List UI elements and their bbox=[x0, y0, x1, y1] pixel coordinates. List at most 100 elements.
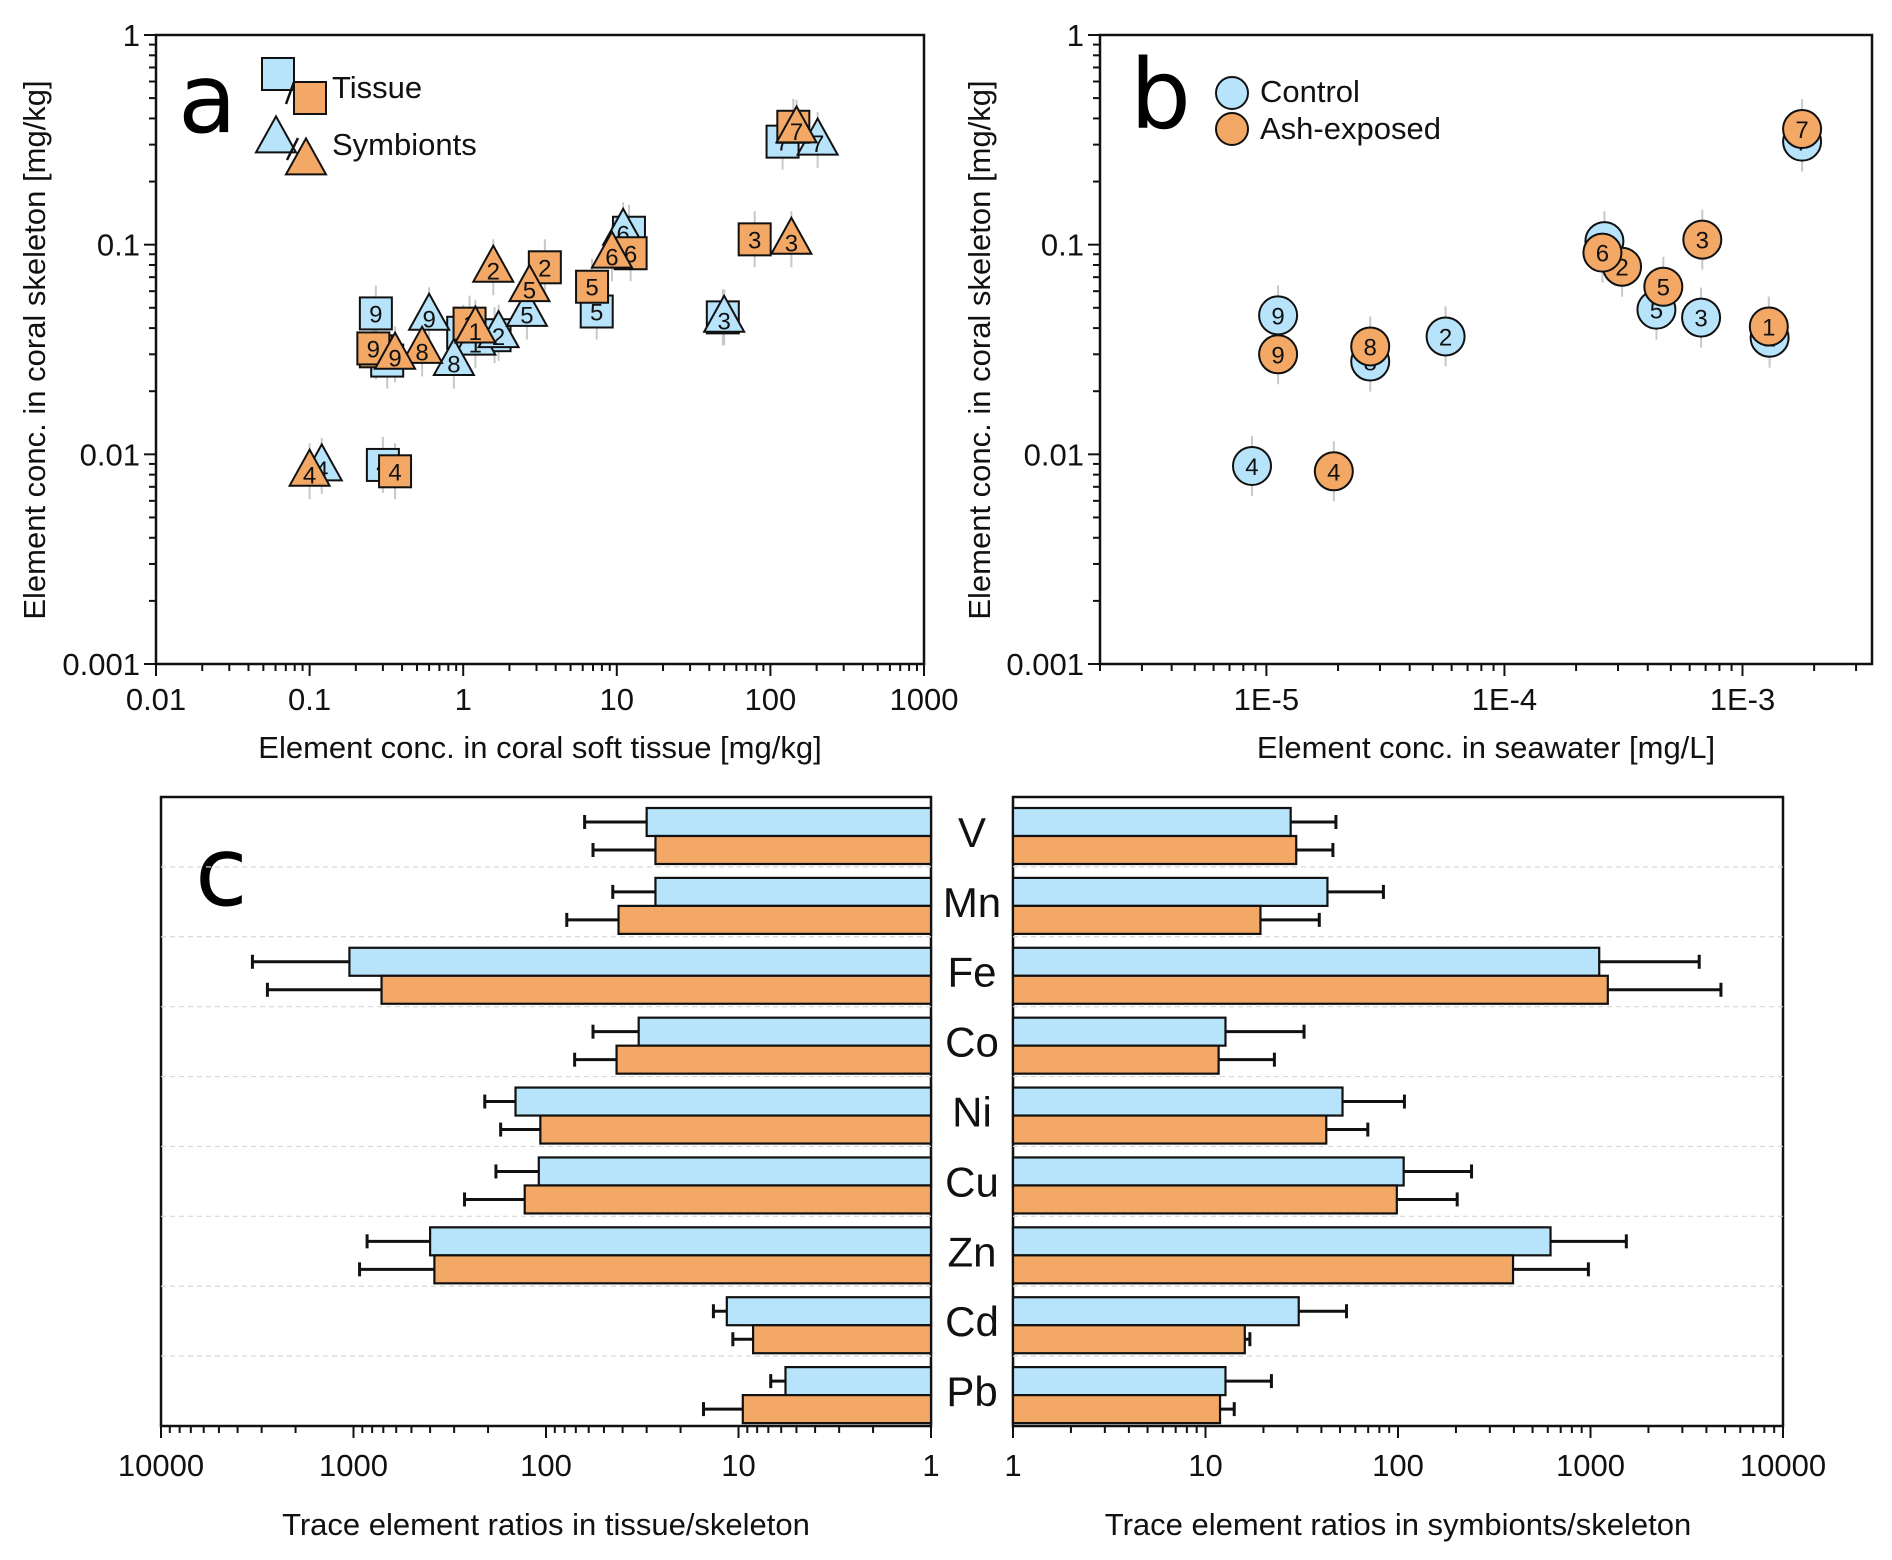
panel-c-right-bar-pb-control bbox=[1011, 1366, 1227, 1397]
panel-a-legend: Tissue Symbionts bbox=[254, 57, 477, 176]
legend-label-control: Control bbox=[1260, 74, 1360, 109]
panel-a-x-axis-title: Element conc. in coral soft tissue [mg/k… bbox=[258, 730, 821, 765]
legend-triangle-ash-icon bbox=[284, 136, 328, 176]
panel-c-right-bar-mn-control bbox=[1011, 876, 1329, 907]
panel-b-y-tick-label: 0.1 bbox=[1041, 228, 1084, 263]
legend-circle-ash-icon bbox=[1215, 112, 1249, 146]
panel-c-right-bar-fe-control bbox=[1011, 946, 1601, 977]
panel-c-left-bar-co-ash-exposed bbox=[615, 1044, 933, 1075]
panel-b-y-tick-label: 0.01 bbox=[1024, 437, 1084, 472]
panel-c-right-bar-mn-ash-exposed bbox=[1011, 904, 1262, 935]
panel-a-point-label: 6 bbox=[605, 244, 618, 271]
panel-c-right-bar-zn-ash-exposed bbox=[1011, 1254, 1515, 1285]
panel-a-point-ash-exposed-symbionts-5 bbox=[507, 263, 552, 303]
panel-b-point-label: 3 bbox=[1696, 228, 1709, 255]
panel-c-category-label: Mn bbox=[943, 879, 1001, 926]
panel-b-x-tick-label: 1E-4 bbox=[1472, 682, 1537, 717]
panel-b-point-label: 4 bbox=[1245, 454, 1258, 481]
panel-c-category-label: Cd bbox=[945, 1298, 999, 1345]
panel-c-left-bar-zn-control bbox=[429, 1226, 933, 1257]
panel-b-letter: b bbox=[1130, 39, 1191, 151]
panel-c-right-bar-v-ash-exposed bbox=[1011, 834, 1298, 866]
panel-a-point-label: 9 bbox=[388, 345, 401, 372]
panel-a-point-label: 7 bbox=[790, 119, 803, 146]
panel-a-point-label: 3 bbox=[717, 308, 730, 335]
panel-b-point-label: 6 bbox=[1596, 241, 1609, 268]
panel-c-left-bar-mn-control bbox=[654, 876, 933, 907]
panel-b-point-ash-exposed-1 bbox=[1748, 306, 1789, 347]
panel-c-left-bar-ni-control bbox=[514, 1086, 933, 1117]
panel-c-left-x-tick-label: 1000 bbox=[319, 1448, 388, 1483]
panel-b-y-tick-label: 0.001 bbox=[1006, 647, 1084, 682]
legend-slash-icon bbox=[285, 137, 300, 161]
panel-c-category-label: Pb bbox=[946, 1368, 997, 1415]
panel-a-point-label: 9 bbox=[422, 306, 435, 333]
panel-a-point-label: 5 bbox=[520, 302, 533, 329]
panel-a-y-tick-label: 0.1 bbox=[97, 228, 140, 263]
panel-b-point-label: 5 bbox=[1657, 275, 1670, 302]
panel-a-point-ash-exposed-symbionts-6 bbox=[590, 229, 634, 269]
panel-c-right-bar-co-ash-exposed bbox=[1011, 1044, 1220, 1075]
panel-a-x-tick-label: 0.01 bbox=[126, 682, 186, 717]
panel-a-point-label: 2 bbox=[487, 258, 500, 285]
panel-b-point-control-2 bbox=[1425, 316, 1466, 357]
panel-a-point-ash-exposed-symbionts-8 bbox=[400, 324, 444, 364]
panel-a-x-tick-label: 1000 bbox=[890, 682, 959, 717]
panel-b-point-label: 8 bbox=[1364, 334, 1377, 361]
panel-c-right-bar-ni-ash-exposed bbox=[1011, 1114, 1328, 1145]
panel-a-point-label: 5 bbox=[590, 299, 603, 326]
legend-triangle-control-icon bbox=[254, 114, 298, 154]
panel-a-point-label: 9 bbox=[369, 301, 382, 328]
panel-c-right-bar-fe-ash-exposed bbox=[1011, 974, 1609, 1005]
panel-a-point-ash-exposed-symbionts-4 bbox=[287, 447, 332, 487]
panel-c-right-bar-v-control bbox=[1011, 806, 1292, 838]
legend-circle-control-icon bbox=[1215, 76, 1249, 110]
panel-c-right-x-tick-label: 1 bbox=[1004, 1448, 1021, 1483]
panel-c-right-bar-cu-ash-exposed bbox=[1011, 1184, 1398, 1215]
panel-b-point-ash-exposed-6 bbox=[1582, 232, 1623, 273]
panel-a-x-tick-label: 100 bbox=[745, 682, 797, 717]
panel-a-point-ash-exposed-tissue-3 bbox=[737, 222, 772, 257]
panel-c-left-bar-zn-ash-exposed bbox=[433, 1254, 933, 1285]
panel-c-category-label: Cu bbox=[945, 1158, 999, 1205]
panel-c-left-bar-ni-ash-exposed bbox=[539, 1114, 933, 1145]
panel-c-right-x-tick-label: 10000 bbox=[1740, 1448, 1826, 1483]
panel-b-plot-frame bbox=[1098, 33, 1874, 666]
panel-a-point-control-symbionts-3 bbox=[702, 293, 746, 333]
panel-c-right-x-tick-label: 100 bbox=[1372, 1448, 1424, 1483]
panel-a-scatter: a Element conc. in coral soft tissue [mg… bbox=[17, 18, 958, 765]
panel-a-point-label: 4 bbox=[303, 462, 316, 489]
panel-c-right-bar-cd-ash-exposed bbox=[1011, 1324, 1246, 1355]
panel-b-point-label: 4 bbox=[1327, 459, 1340, 486]
panel-a-x-tick-label: 10 bbox=[600, 682, 634, 717]
panel-a-y-tick-label: 0.01 bbox=[80, 437, 140, 472]
panel-c-category-label: Zn bbox=[947, 1228, 996, 1275]
panel-c-left-x-tick-label: 1 bbox=[922, 1448, 939, 1483]
panel-c-right-bar-ni-control bbox=[1011, 1086, 1344, 1117]
panel-c-left-bar-fe-control bbox=[348, 946, 933, 977]
panel-b-x-axis-title: Element conc. in seawater [mg/L] bbox=[1257, 730, 1715, 765]
panel-c-left-bar-pb-ash-exposed bbox=[741, 1394, 933, 1425]
panel-b-y-tick-label: 1 bbox=[1067, 18, 1084, 53]
panel-a-y-axis-title: Element conc. in coral skeleton [mg/kg] bbox=[17, 80, 52, 619]
panel-a-point-ash-exposed-tissue-4 bbox=[378, 454, 413, 489]
panel-a-letter: a bbox=[178, 43, 237, 155]
panel-a-point-label: 9 bbox=[367, 336, 380, 363]
panel-c-left-x-tick-label: 100 bbox=[520, 1448, 572, 1483]
panel-a-point-label: 2 bbox=[538, 255, 551, 282]
panel-a-y-tick-label: 1 bbox=[123, 18, 140, 53]
panel-a-point-control-symbionts-8 bbox=[432, 336, 476, 376]
legend-label-ash-exposed: Ash-exposed bbox=[1260, 111, 1441, 146]
panel-b-point-label: 3 bbox=[1694, 306, 1707, 333]
panel-a-point-label: 3 bbox=[785, 230, 798, 257]
panel-c-category-label: Co bbox=[945, 1019, 999, 1066]
panel-c-left-bar-cu-ash-exposed bbox=[523, 1184, 933, 1215]
panel-c-right-bar-cu-control bbox=[1011, 1156, 1405, 1187]
panel-a-point-label: 2 bbox=[492, 324, 505, 351]
panel-a-point-control-symbionts-9 bbox=[407, 291, 451, 331]
panel-c-right-bar-co-control bbox=[1011, 1016, 1227, 1047]
panel-a-point-label: 8 bbox=[447, 352, 460, 379]
panel-b-point-label: 9 bbox=[1271, 342, 1284, 369]
panel-c-left-bar-fe-ash-exposed bbox=[380, 974, 933, 1005]
